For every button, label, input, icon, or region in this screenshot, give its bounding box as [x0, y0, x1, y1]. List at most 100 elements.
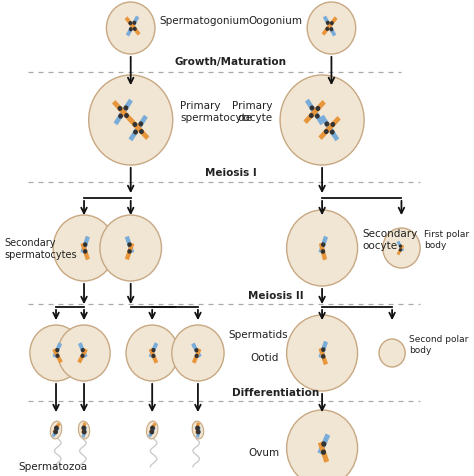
- FancyBboxPatch shape: [303, 107, 319, 124]
- Circle shape: [129, 28, 132, 30]
- Circle shape: [151, 426, 154, 430]
- Ellipse shape: [50, 421, 62, 439]
- Circle shape: [322, 348, 325, 351]
- FancyBboxPatch shape: [323, 16, 333, 30]
- FancyBboxPatch shape: [52, 348, 63, 363]
- Circle shape: [322, 442, 326, 446]
- FancyBboxPatch shape: [119, 107, 134, 124]
- Text: Secondary
oocyte: Secondary oocyte: [362, 229, 418, 251]
- Circle shape: [100, 215, 162, 281]
- FancyBboxPatch shape: [319, 123, 334, 140]
- Circle shape: [325, 122, 328, 126]
- Text: Ovum: Ovum: [248, 448, 279, 458]
- FancyBboxPatch shape: [320, 115, 334, 133]
- FancyBboxPatch shape: [53, 423, 60, 434]
- Circle shape: [56, 348, 59, 352]
- Circle shape: [287, 210, 357, 286]
- FancyBboxPatch shape: [125, 17, 136, 30]
- Circle shape: [82, 348, 84, 352]
- FancyBboxPatch shape: [53, 342, 62, 358]
- Circle shape: [400, 249, 401, 251]
- FancyBboxPatch shape: [319, 236, 328, 253]
- Circle shape: [128, 243, 131, 246]
- Circle shape: [134, 28, 136, 30]
- FancyBboxPatch shape: [310, 100, 326, 117]
- FancyBboxPatch shape: [325, 116, 341, 133]
- Circle shape: [316, 107, 319, 110]
- FancyBboxPatch shape: [125, 243, 134, 260]
- FancyBboxPatch shape: [310, 107, 324, 125]
- Circle shape: [316, 114, 319, 118]
- Circle shape: [54, 430, 57, 434]
- Text: Primary
oocyte: Primary oocyte: [232, 101, 273, 123]
- FancyBboxPatch shape: [397, 245, 404, 255]
- FancyBboxPatch shape: [319, 341, 328, 358]
- Circle shape: [196, 426, 199, 430]
- FancyBboxPatch shape: [192, 348, 201, 364]
- Circle shape: [400, 245, 401, 247]
- Text: Meiosis II: Meiosis II: [247, 291, 303, 301]
- Circle shape: [83, 250, 87, 253]
- FancyBboxPatch shape: [134, 123, 149, 140]
- Circle shape: [119, 114, 122, 118]
- Circle shape: [152, 355, 155, 357]
- Circle shape: [134, 130, 137, 134]
- Circle shape: [30, 325, 82, 381]
- Circle shape: [140, 130, 143, 133]
- Circle shape: [107, 2, 155, 54]
- Text: Meiosis I: Meiosis I: [205, 168, 256, 178]
- Circle shape: [383, 228, 420, 268]
- Circle shape: [330, 28, 333, 30]
- Circle shape: [150, 430, 154, 434]
- FancyBboxPatch shape: [114, 107, 128, 125]
- Circle shape: [310, 114, 313, 118]
- Circle shape: [172, 325, 224, 381]
- Text: Spermatozoa: Spermatozoa: [18, 462, 88, 472]
- Circle shape: [322, 243, 325, 246]
- FancyBboxPatch shape: [149, 423, 156, 434]
- FancyBboxPatch shape: [319, 243, 327, 260]
- FancyBboxPatch shape: [149, 342, 158, 358]
- Circle shape: [280, 75, 364, 165]
- FancyBboxPatch shape: [327, 22, 336, 36]
- Circle shape: [118, 107, 122, 110]
- Circle shape: [125, 114, 128, 118]
- FancyBboxPatch shape: [134, 115, 148, 133]
- Circle shape: [197, 430, 200, 434]
- FancyBboxPatch shape: [318, 442, 329, 463]
- FancyBboxPatch shape: [125, 236, 134, 253]
- FancyBboxPatch shape: [81, 243, 90, 260]
- FancyBboxPatch shape: [195, 422, 200, 434]
- FancyBboxPatch shape: [127, 116, 143, 133]
- Circle shape: [322, 450, 325, 454]
- Circle shape: [133, 21, 136, 24]
- Text: Growth/Maturation: Growth/Maturation: [174, 57, 287, 67]
- Circle shape: [287, 315, 357, 391]
- Circle shape: [327, 21, 329, 24]
- Text: Oogonium: Oogonium: [248, 16, 302, 26]
- Circle shape: [56, 354, 59, 357]
- FancyBboxPatch shape: [148, 426, 155, 437]
- FancyBboxPatch shape: [318, 434, 330, 455]
- Circle shape: [83, 243, 87, 246]
- Circle shape: [325, 130, 328, 133]
- Circle shape: [82, 426, 85, 430]
- Circle shape: [58, 325, 110, 381]
- FancyBboxPatch shape: [325, 123, 339, 141]
- Circle shape: [195, 355, 198, 357]
- FancyBboxPatch shape: [126, 22, 136, 36]
- FancyBboxPatch shape: [191, 343, 201, 358]
- Circle shape: [379, 339, 405, 367]
- Text: Differentiation: Differentiation: [232, 388, 319, 398]
- Text: Secondary
spermatocytes: Secondary spermatocytes: [5, 238, 77, 259]
- Circle shape: [55, 426, 58, 430]
- Circle shape: [128, 250, 131, 253]
- FancyBboxPatch shape: [129, 16, 139, 30]
- FancyBboxPatch shape: [78, 342, 87, 358]
- Circle shape: [124, 106, 128, 109]
- FancyBboxPatch shape: [128, 123, 142, 141]
- Circle shape: [307, 2, 356, 54]
- Circle shape: [330, 22, 333, 24]
- FancyBboxPatch shape: [397, 241, 404, 251]
- Text: Spermatogonium: Spermatogonium: [160, 16, 250, 26]
